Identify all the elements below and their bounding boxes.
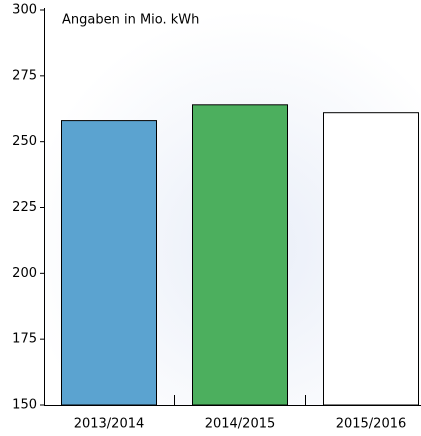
y-tick-label: 175 xyxy=(12,332,37,347)
y-tick-label: 225 xyxy=(12,200,37,215)
bar xyxy=(61,120,157,406)
annotation: Angaben in Mio. kWh xyxy=(62,13,199,28)
y-tick-label: 300 xyxy=(12,3,37,18)
bar xyxy=(192,104,288,406)
x-tick-label: 2013/2014 xyxy=(74,417,145,432)
x-tick-label: 2014/2015 xyxy=(205,417,276,432)
y-tick-label: 200 xyxy=(12,266,37,281)
y-tick-label: 275 xyxy=(12,68,37,83)
x-tick-label: 2015/2016 xyxy=(336,417,407,432)
y-tick-label: 250 xyxy=(12,134,37,149)
y-tick-label: 150 xyxy=(12,398,37,413)
bar xyxy=(323,112,419,406)
